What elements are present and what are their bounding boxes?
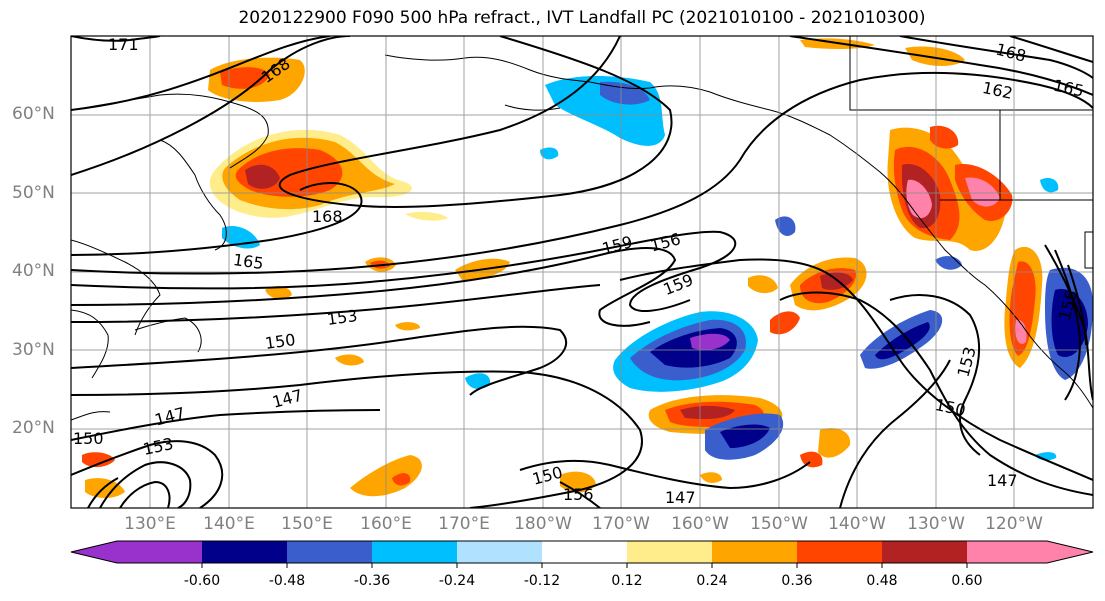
colorbar-bin	[797, 541, 882, 563]
positive-anomaly-patch	[82, 452, 115, 468]
colorbar-bin	[457, 541, 542, 563]
lon-label: 130°E	[124, 514, 176, 534]
lat-label: 30°N	[12, 340, 55, 360]
colorbar-outline	[70, 540, 1094, 564]
graticule	[71, 36, 1093, 508]
contour-label: 153	[326, 306, 359, 329]
positive-anomaly-patch	[392, 473, 411, 486]
negative-anomaly-patch	[600, 81, 650, 105]
colorbar-max-extend	[1047, 541, 1093, 563]
lon-label: 130°W	[907, 514, 965, 534]
colorbar	[70, 540, 1094, 568]
positive-anomaly-patch	[335, 354, 364, 366]
contour-label: 168	[312, 207, 343, 226]
colorbar-bin	[287, 541, 372, 563]
contour-label: 147	[987, 471, 1018, 490]
colorbar-tick-label: -0.60	[183, 573, 221, 589]
colorbar-bin	[712, 541, 797, 563]
colorbar-tick-label: 0.48	[866, 573, 898, 589]
map-title: 2020122900 F090 500 hPa refract., IVT La…	[238, 8, 926, 28]
positive-anomaly-patch	[748, 275, 778, 294]
contour-label: 165	[232, 250, 265, 273]
positive-anomaly-patch	[680, 405, 735, 420]
lon-label: 120°W	[985, 514, 1043, 534]
negative-anomaly-patch	[775, 216, 796, 236]
colorbar-bin	[542, 541, 627, 563]
contour-label: 150	[264, 330, 297, 353]
positive-anomaly-patch	[700, 472, 722, 483]
colorbar-bin	[627, 541, 712, 563]
colorbar-bin	[202, 541, 287, 563]
colorbar-tick-label: -0.24	[438, 573, 476, 589]
colorbar-bin	[967, 541, 1047, 563]
lat-label: 40°N	[12, 261, 55, 281]
positive-anomaly-patch	[1040, 178, 1059, 193]
contour-label: 171	[108, 35, 139, 54]
negative-anomaly-patch	[720, 424, 770, 448]
lon-label: 180°W	[514, 514, 572, 534]
lon-label: 170°W	[592, 514, 650, 534]
lon-label: 160°E	[360, 514, 412, 534]
negative-anomaly-patch	[540, 147, 559, 160]
negative-anomaly-patch	[1051, 289, 1088, 357]
lon-label: 150°W	[750, 514, 808, 534]
lon-label: 160°W	[671, 514, 729, 534]
colorbar-tick-label: -0.12	[523, 573, 561, 589]
positive-anomaly-patch	[965, 177, 1000, 207]
colorbar-tick-label: 0.12	[611, 573, 643, 589]
positive-anomaly-patch	[1015, 319, 1027, 344]
positive-anomaly-patch	[770, 311, 800, 335]
positive-anomaly-patch	[245, 164, 280, 189]
positive-anomaly-patch	[265, 285, 292, 300]
colorbar-tick-label: -0.48	[268, 573, 306, 589]
colorbar-tick-label: 0.60	[951, 573, 983, 589]
colorbar-bin	[882, 541, 967, 563]
positive-anomaly-patch	[395, 322, 420, 331]
colorbar-tick-label: -0.36	[353, 573, 391, 589]
height-contours	[71, 36, 1093, 508]
colorbar-tick-label: 0.24	[696, 573, 728, 589]
contour-label: 147	[665, 488, 696, 507]
positive-anomaly-patch	[800, 451, 823, 468]
lon-label: 140°E	[203, 514, 255, 534]
lat-label: 60°N	[12, 104, 55, 124]
colorbar-bin	[372, 541, 457, 563]
colorbar-bin	[117, 541, 202, 563]
contour-label: 150	[73, 429, 104, 448]
lon-label: 140°W	[828, 514, 886, 534]
map-frame	[70, 35, 1094, 509]
lon-label: 150°E	[281, 514, 333, 534]
positive-anomaly-patch	[220, 67, 270, 89]
positive-anomaly-patch	[818, 428, 851, 458]
negative-anomaly-patch	[465, 373, 491, 390]
lat-label: 50°N	[12, 183, 55, 203]
positive-anomaly-patch	[930, 125, 959, 149]
positive-anomaly-patch	[405, 211, 448, 221]
lon-label: 170°E	[438, 514, 490, 534]
lat-label: 20°N	[12, 418, 55, 438]
colorbar-min-extend	[71, 541, 117, 563]
colorbar-tick-label: 0.36	[781, 573, 813, 589]
contour-label: 156	[563, 485, 594, 504]
